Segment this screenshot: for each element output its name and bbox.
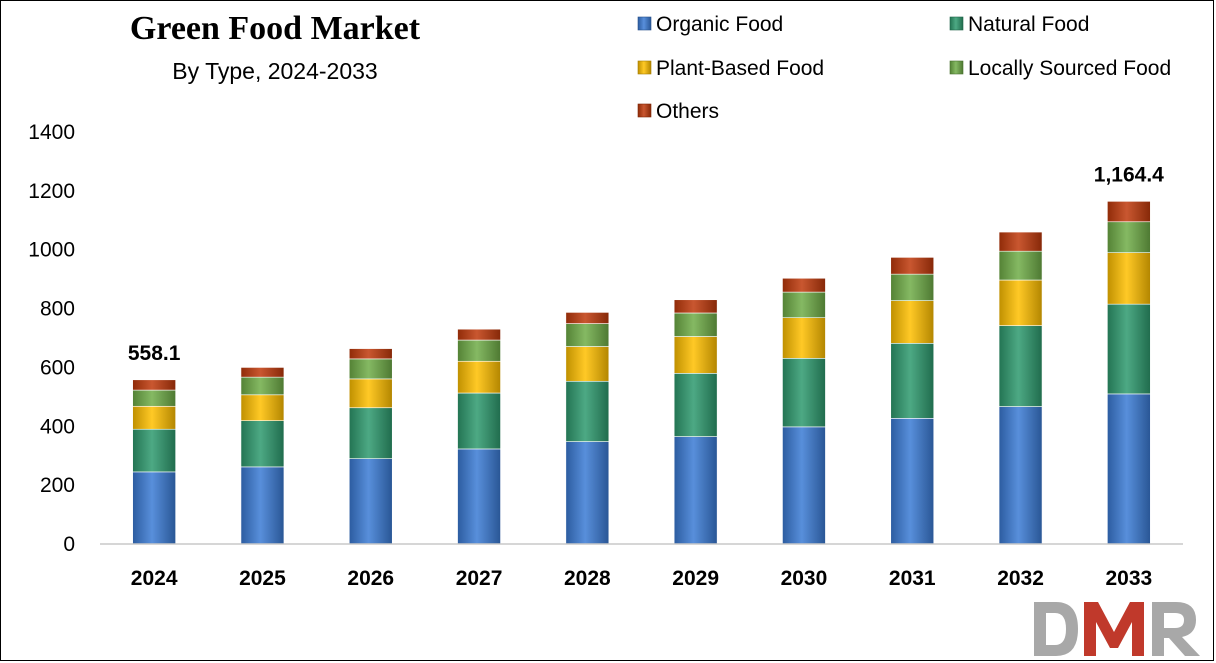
bar-segment-others bbox=[998, 231, 1043, 252]
x-axis: 2024 2025 2026 2027 2028 2029 2030 2031 2032 2033 bbox=[100, 543, 1183, 590]
bar-segment-organic-food bbox=[565, 441, 610, 545]
bar-segment-organic-food bbox=[1107, 393, 1151, 545]
dmr-logo bbox=[1034, 602, 1200, 656]
legend: Organic Food Natural Food Plant-Based Food… bbox=[637, 13, 1171, 123]
bar-segment-natural-food bbox=[673, 373, 718, 437]
y-tick-label: 400 bbox=[40, 415, 75, 438]
bar-segment-locally-sourced-food bbox=[457, 339, 501, 362]
bar-segment-plant-based-food bbox=[998, 279, 1043, 326]
bar-segment-organic-food bbox=[782, 426, 826, 545]
bar-segment-natural-food bbox=[782, 358, 826, 428]
legend-swatch-organic-food bbox=[637, 16, 652, 31]
x-tick-label: 2030 bbox=[781, 567, 828, 590]
legend-swatch-others bbox=[637, 103, 652, 118]
chart-subtitle: By Type, 2024-2033 bbox=[172, 58, 378, 84]
y-axis: 0 200 400 600 800 1000 1200 1400 bbox=[28, 121, 75, 556]
legend-label-natural-food: Natural Food bbox=[968, 13, 1089, 36]
x-tick-label: 2031 bbox=[889, 567, 936, 590]
bar-segment-locally-sourced-food bbox=[240, 376, 285, 396]
legend-swatch-plant-based-food bbox=[637, 60, 652, 75]
x-tick-label: 2027 bbox=[456, 567, 503, 590]
bar-segment-others bbox=[673, 299, 718, 314]
y-tick-label: 1000 bbox=[28, 239, 75, 262]
legend-swatch-locally-sourced-food bbox=[949, 60, 964, 75]
bar-segment-organic-food bbox=[673, 436, 718, 545]
y-tick-label: 0 bbox=[63, 533, 75, 556]
bar-segment-others bbox=[565, 312, 610, 324]
bar-segment-natural-food bbox=[1107, 303, 1151, 395]
bar-segment-plant-based-food bbox=[240, 394, 285, 421]
bar-segment-plant-based-food bbox=[673, 336, 718, 374]
bar-segment-others bbox=[132, 379, 176, 391]
bar-segment-organic-food bbox=[348, 458, 393, 545]
x-tick-label: 2029 bbox=[672, 567, 719, 590]
bar-segment-natural-food bbox=[348, 407, 393, 459]
bar-segment-organic-food bbox=[132, 471, 176, 545]
bar-segment-organic-food bbox=[457, 448, 501, 545]
y-tick-label: 200 bbox=[40, 474, 75, 497]
legend-label-plant-based-food: Plant-Based Food bbox=[656, 57, 824, 80]
bar-segment-plant-based-food bbox=[457, 360, 501, 394]
bar-segment-others bbox=[348, 348, 393, 360]
bar-segment-organic-food bbox=[998, 406, 1043, 545]
bar-segment-locally-sourced-food bbox=[890, 273, 935, 301]
bar-segment-natural-food bbox=[565, 380, 610, 442]
legend-swatch-natural-food bbox=[949, 16, 964, 31]
x-tick-label: 2025 bbox=[239, 567, 286, 590]
bars-group bbox=[132, 201, 1151, 545]
bar-segment-natural-food bbox=[132, 428, 176, 473]
bar-segment-natural-food bbox=[240, 420, 285, 468]
x-tick-label: 2028 bbox=[564, 567, 611, 590]
y-tick-label: 800 bbox=[40, 298, 75, 321]
x-tick-label: 2033 bbox=[1105, 567, 1152, 590]
bar-segment-natural-food bbox=[998, 325, 1043, 407]
bar-segment-plant-based-food bbox=[132, 405, 176, 430]
bar-segment-others bbox=[782, 277, 826, 293]
bar-segment-locally-sourced-food bbox=[1107, 221, 1151, 253]
bar-segment-plant-based-food bbox=[782, 317, 826, 359]
bar-segment-plant-based-food bbox=[348, 378, 393, 409]
x-tick-label: 2032 bbox=[997, 567, 1044, 590]
bar-segment-others bbox=[890, 257, 935, 275]
bar-segment-natural-food bbox=[457, 392, 501, 450]
bar-segment-plant-based-food bbox=[565, 346, 610, 382]
bar-segment-locally-sourced-food bbox=[132, 389, 176, 407]
bar-segment-others bbox=[240, 367, 285, 378]
bar-segment-others bbox=[1107, 201, 1151, 223]
bar-segment-natural-food bbox=[890, 342, 935, 419]
y-tick-label: 600 bbox=[40, 356, 75, 379]
legend-label-locally-sourced-food: Locally Sourced Food bbox=[968, 57, 1171, 80]
bar-segment-plant-based-food bbox=[1107, 252, 1151, 305]
bar-segment-organic-food bbox=[890, 418, 935, 545]
bar-segment-locally-sourced-food bbox=[998, 250, 1043, 281]
bar-segment-locally-sourced-food bbox=[348, 358, 393, 380]
bar-segment-others bbox=[457, 328, 501, 341]
bar-segment-plant-based-food bbox=[890, 300, 935, 344]
annotations-group: 558.1 1,164.4 bbox=[128, 163, 1164, 364]
bar-segment-organic-food bbox=[240, 466, 285, 545]
bar-segment-locally-sourced-food bbox=[782, 291, 826, 318]
bar-segment-locally-sourced-food bbox=[565, 323, 610, 347]
x-tick-label: 2026 bbox=[347, 567, 394, 590]
x-tick-label: 2024 bbox=[131, 567, 178, 590]
y-tick-label: 1400 bbox=[28, 121, 75, 144]
legend-label-others: Others bbox=[656, 100, 719, 123]
bar-segment-locally-sourced-food bbox=[673, 312, 718, 337]
chart-title: Green Food Market bbox=[129, 10, 421, 47]
legend-label-organic-food: Organic Food bbox=[656, 13, 783, 36]
y-tick-label: 1200 bbox=[28, 180, 75, 203]
total-data-label: 558.1 bbox=[128, 342, 181, 365]
total-data-label: 1,164.4 bbox=[1094, 163, 1164, 186]
